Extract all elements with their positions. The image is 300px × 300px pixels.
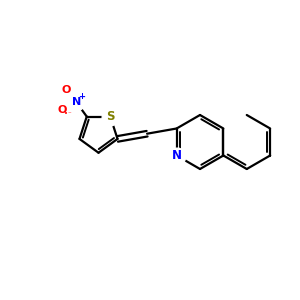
- Text: S: S: [106, 110, 115, 123]
- Text: O: O: [58, 105, 67, 115]
- Text: N: N: [71, 97, 81, 107]
- Text: •⁻: •⁻: [64, 111, 72, 117]
- Text: +: +: [78, 92, 85, 101]
- Text: O: O: [61, 85, 70, 95]
- Text: N: N: [172, 149, 182, 162]
